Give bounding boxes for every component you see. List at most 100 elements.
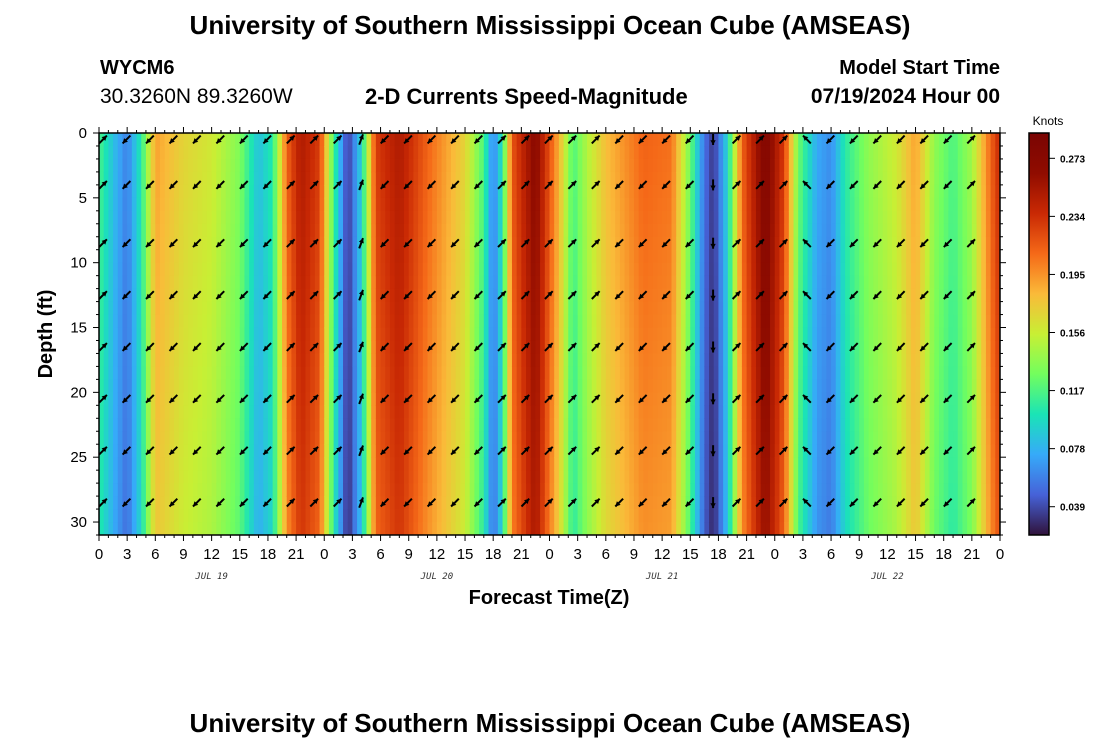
heatmap-cell	[493, 366, 499, 380]
heatmap-cell	[258, 340, 264, 355]
heatmap-cell	[408, 496, 415, 510]
heatmap-cell	[296, 353, 302, 368]
heatmap-cell	[249, 288, 255, 303]
heatmap-cell	[267, 496, 274, 510]
heatmap-cell	[375, 133, 382, 147]
heatmap-cell	[211, 184, 217, 199]
heatmap-cell	[516, 249, 522, 264]
heatmap-cell	[741, 392, 748, 406]
heatmap-cell	[310, 197, 316, 212]
heatmap-cell	[465, 496, 471, 510]
heatmap-cell	[779, 509, 785, 523]
heatmap-cell	[436, 366, 443, 380]
heatmap-cell	[361, 184, 368, 199]
heatmap-cell	[488, 197, 494, 212]
heatmap-cell	[831, 327, 837, 342]
heatmap-cell	[690, 223, 696, 238]
heatmap-cell	[432, 405, 438, 419]
heatmap-cell	[760, 353, 766, 368]
heatmap-cell	[835, 301, 842, 316]
heatmap-cell	[465, 431, 471, 445]
heatmap-cell	[136, 288, 142, 303]
heatmap-cell	[774, 496, 781, 510]
heatmap-cell	[826, 405, 832, 419]
heatmap-cell	[258, 353, 264, 368]
heatmap-cell	[826, 262, 832, 277]
heatmap-cell	[347, 184, 353, 199]
heatmap-cell	[108, 444, 114, 458]
heatmap-cell	[554, 236, 560, 251]
heatmap-cell	[235, 249, 241, 264]
heatmap-cell	[770, 262, 776, 277]
heatmap-cell	[516, 288, 522, 303]
heatmap-cell	[624, 301, 630, 316]
heatmap-cell	[793, 210, 799, 225]
heatmap-cell	[249, 301, 255, 316]
heatmap-cell	[568, 522, 574, 535]
heatmap-cell	[380, 171, 386, 186]
heatmap-cell	[371, 301, 377, 316]
heatmap-cell	[662, 184, 668, 199]
heatmap-cell	[507, 470, 513, 484]
heatmap-cell	[807, 249, 813, 264]
heatmap-cell	[816, 327, 823, 342]
heatmap-cell	[483, 314, 490, 329]
heatmap-cell	[732, 366, 738, 380]
heatmap-cell	[413, 133, 419, 147]
heatmap-cell	[568, 418, 574, 432]
heatmap-cell	[483, 210, 490, 225]
heatmap-cell	[432, 301, 438, 316]
heatmap-cell	[732, 223, 738, 238]
heatmap-cell	[741, 444, 748, 458]
heatmap-cell	[643, 496, 649, 510]
heatmap-cell	[188, 301, 194, 316]
heatmap-cell	[507, 457, 513, 471]
heatmap-cell	[605, 444, 612, 458]
heatmap-cell	[277, 314, 283, 329]
heatmap-cell	[666, 171, 673, 186]
heatmap-cell	[206, 418, 213, 432]
heatmap-cell	[587, 470, 593, 484]
heatmap-cell	[380, 275, 386, 290]
heatmap-cell	[765, 444, 771, 458]
heatmap-cell	[150, 249, 156, 264]
heatmap-cell	[249, 431, 255, 445]
heatmap-cell	[272, 379, 278, 393]
heatmap-cell	[793, 418, 799, 432]
heatmap-cell	[807, 171, 813, 186]
heatmap-cell	[178, 249, 185, 264]
heatmap-cell	[441, 288, 447, 303]
heatmap-cell	[389, 275, 396, 290]
heatmap-cell	[676, 522, 682, 535]
heatmap-cell	[671, 184, 677, 199]
heatmap-cell	[225, 223, 231, 238]
heatmap-cell	[568, 301, 574, 316]
heatmap-cell	[845, 522, 851, 535]
heatmap-cell	[741, 288, 748, 303]
heatmap-cell	[596, 223, 602, 238]
heatmap-cell	[174, 314, 180, 329]
heatmap-cell	[221, 522, 227, 535]
heatmap-cell	[469, 353, 476, 368]
heatmap-cell	[389, 171, 396, 186]
heatmap-cell	[145, 145, 152, 160]
heatmap-cell	[188, 249, 194, 264]
heatmap-cell	[328, 249, 335, 264]
heatmap-cell	[389, 158, 396, 173]
heatmap-cell	[174, 392, 180, 406]
heatmap-cell	[380, 418, 386, 432]
heatmap-cell	[343, 184, 349, 199]
heatmap-cell	[305, 197, 311, 212]
heatmap-cell	[540, 509, 546, 523]
heatmap-cell	[774, 133, 781, 147]
heatmap-cell	[788, 145, 795, 160]
heatmap-cell	[418, 145, 424, 160]
heatmap-cell	[371, 197, 377, 212]
heatmap-cell	[432, 444, 438, 458]
heatmap-cell	[760, 210, 766, 225]
heatmap-cell	[249, 522, 255, 535]
heatmap-cell	[605, 392, 612, 406]
heatmap-cell	[774, 197, 781, 212]
heatmap-cell	[296, 522, 302, 535]
heatmap-cell	[291, 496, 297, 510]
